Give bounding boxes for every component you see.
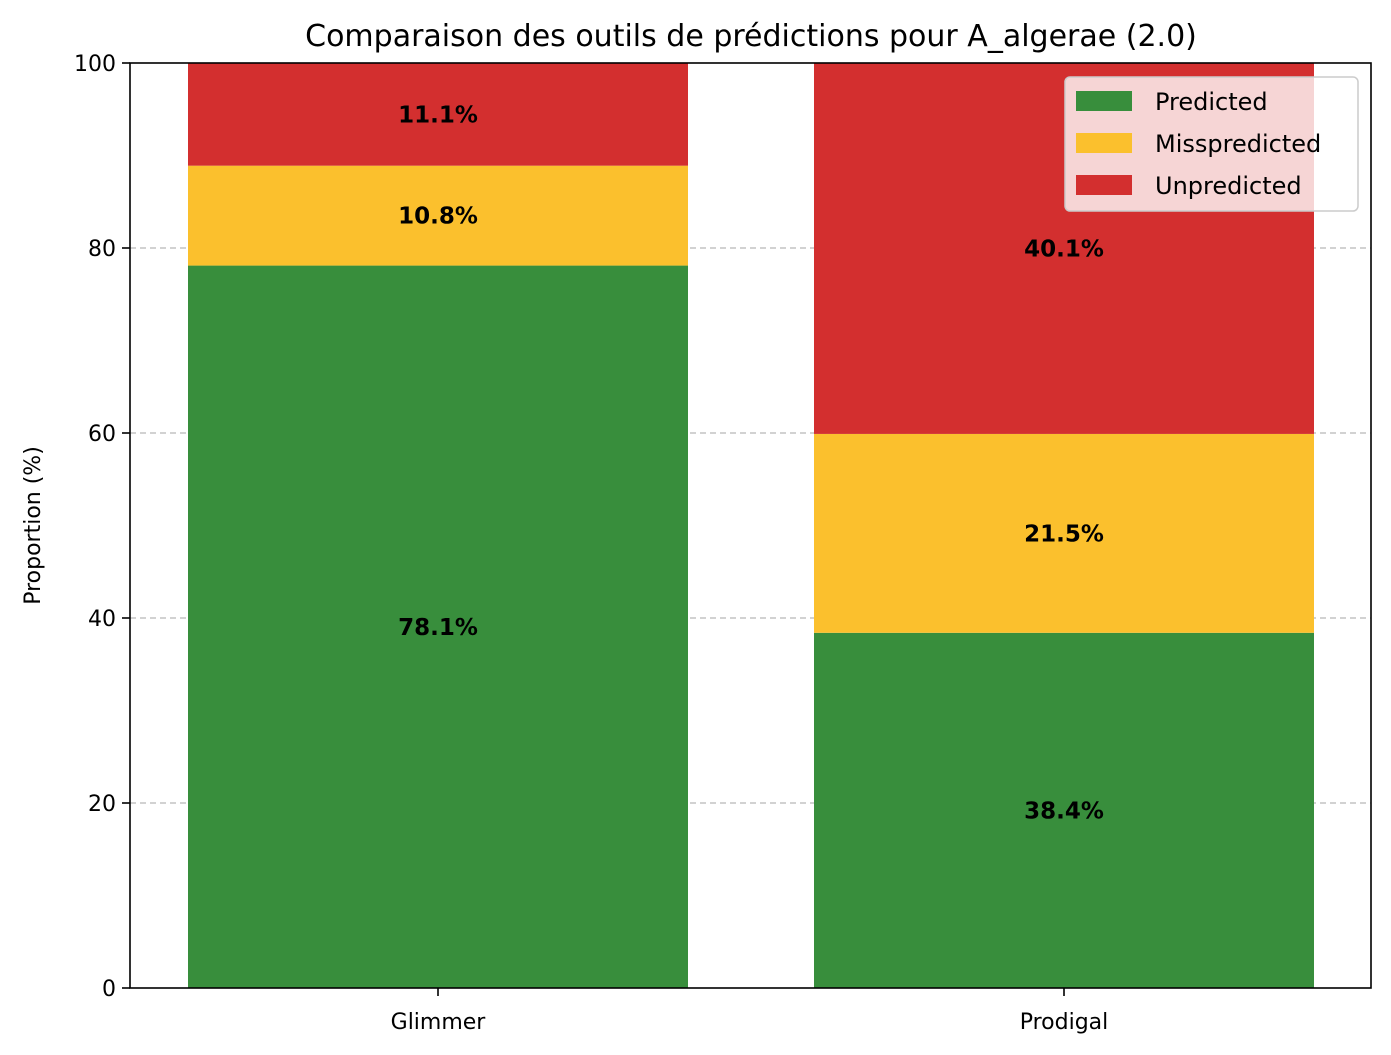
bar-segment-predicted bbox=[814, 632, 1314, 988]
legend-box bbox=[1064, 76, 1359, 212]
data-label: 21.5% bbox=[1024, 521, 1104, 547]
x-tick-label: Glimmer bbox=[391, 1010, 487, 1035]
data-label: 78.1% bbox=[398, 615, 478, 641]
data-label: 11.1% bbox=[398, 102, 478, 128]
y-tick-label: 40 bbox=[88, 607, 116, 632]
y-tick-label: 100 bbox=[74, 52, 116, 77]
y-tick-label: 60 bbox=[88, 422, 116, 447]
legend: Predicted Misspredicted Unpredicted bbox=[1064, 76, 1359, 212]
plot-frame bbox=[129, 62, 1372, 989]
legend-swatch bbox=[1076, 175, 1132, 195]
data-label: 38.4% bbox=[1024, 798, 1104, 824]
y-tick-label: 20 bbox=[88, 792, 116, 817]
legend-label: Unpredicted bbox=[1155, 172, 1302, 200]
bar-segment-misspredicted bbox=[188, 165, 688, 266]
data-label: 10.8% bbox=[398, 204, 478, 230]
y-tick-label: 80 bbox=[88, 237, 116, 262]
legend-label: Predicted bbox=[1155, 88, 1268, 116]
chart-title: Comparaison des outils de prédictions po… bbox=[305, 19, 1197, 54]
axes: 0 20 40 60 80 100 Glimmer Prodigal bbox=[74, 52, 1108, 1035]
data-label: 40.1% bbox=[1024, 236, 1104, 262]
legend-label: Misspredicted bbox=[1155, 130, 1321, 158]
legend-swatch bbox=[1076, 91, 1132, 111]
x-tick-label: Prodigal bbox=[1020, 1010, 1109, 1035]
y-tick-label: 0 bbox=[102, 977, 116, 1002]
y-axis-label: Proportion (%) bbox=[21, 446, 46, 605]
legend-swatch bbox=[1076, 133, 1132, 153]
bar-segment-misspredicted bbox=[814, 433, 1314, 633]
data-labels: 78.1% 10.8% 11.1% 38.4% 21.5% 40.1% bbox=[398, 102, 1104, 824]
bar-segment-predicted bbox=[188, 265, 688, 988]
bar-segment-unpredicted bbox=[188, 63, 688, 166]
